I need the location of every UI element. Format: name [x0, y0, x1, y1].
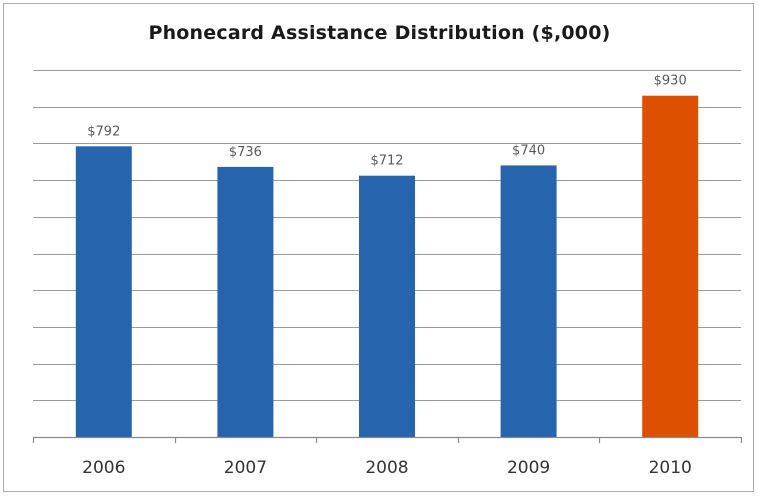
- bar-2007: [217, 166, 274, 437]
- data-label-2008: $712: [370, 154, 403, 169]
- x-label-2008: 2008: [365, 458, 408, 478]
- data-label-2010: $930: [654, 74, 687, 89]
- data-label-2007: $736: [229, 145, 262, 160]
- bar-2010: [642, 95, 699, 437]
- bar-2006: [75, 146, 132, 437]
- data-label-2006: $792: [87, 124, 120, 139]
- x-label-2007: 2007: [224, 458, 267, 478]
- bar-2009: [500, 165, 557, 438]
- x-ticks: [32, 437, 743, 443]
- data-labels: $792 $736 $712 $740 $930: [87, 74, 686, 169]
- x-label-2009: 2009: [507, 458, 550, 478]
- data-label-2009: $740: [512, 143, 545, 158]
- x-tick-labels: 2006 2007 2008 2009 2010: [82, 458, 692, 478]
- bar-2008: [359, 175, 415, 438]
- x-label-2010: 2010: [649, 458, 692, 478]
- bars: [75, 95, 699, 438]
- chart-title: Phonecard Assistance Distribution ($,000…: [148, 22, 611, 44]
- x-label-2006: 2006: [82, 458, 125, 478]
